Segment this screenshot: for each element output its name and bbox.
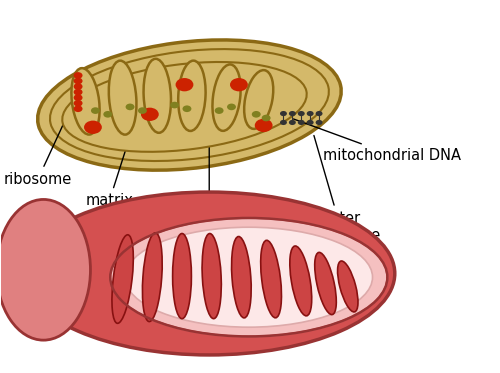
Ellipse shape [142, 233, 162, 322]
Circle shape [316, 120, 322, 125]
Circle shape [262, 115, 270, 121]
Ellipse shape [125, 227, 372, 327]
Ellipse shape [178, 61, 206, 131]
Circle shape [74, 78, 82, 84]
Text: inner
membrane: inner membrane [169, 143, 250, 243]
Circle shape [289, 111, 296, 116]
Ellipse shape [110, 218, 388, 336]
Circle shape [298, 111, 304, 116]
Ellipse shape [202, 233, 222, 319]
Circle shape [74, 83, 82, 90]
Ellipse shape [24, 192, 395, 355]
Circle shape [176, 78, 194, 91]
Circle shape [74, 94, 82, 101]
Ellipse shape [50, 49, 329, 161]
Circle shape [141, 108, 159, 121]
Ellipse shape [260, 240, 281, 318]
Circle shape [252, 111, 260, 117]
Circle shape [104, 111, 112, 117]
Circle shape [74, 89, 82, 95]
Circle shape [227, 104, 236, 110]
Ellipse shape [144, 59, 171, 133]
Circle shape [74, 100, 82, 107]
Ellipse shape [244, 70, 274, 129]
Circle shape [182, 106, 192, 112]
Ellipse shape [38, 40, 341, 170]
Text: outer
membrane: outer membrane [300, 135, 380, 243]
Circle shape [91, 107, 100, 114]
Ellipse shape [232, 236, 251, 318]
Circle shape [74, 106, 82, 112]
Circle shape [255, 119, 272, 132]
Ellipse shape [0, 200, 90, 340]
Ellipse shape [112, 235, 134, 323]
Circle shape [280, 111, 287, 116]
Circle shape [289, 120, 296, 125]
Circle shape [298, 120, 304, 125]
Ellipse shape [172, 233, 192, 319]
Circle shape [214, 107, 224, 114]
Circle shape [138, 107, 147, 114]
Circle shape [126, 104, 134, 110]
Circle shape [84, 120, 102, 134]
Ellipse shape [338, 261, 358, 312]
Ellipse shape [72, 68, 100, 135]
Circle shape [230, 78, 248, 91]
Ellipse shape [212, 65, 240, 131]
Circle shape [170, 102, 179, 109]
Circle shape [74, 72, 82, 79]
Ellipse shape [314, 253, 336, 314]
Circle shape [306, 120, 314, 125]
Circle shape [306, 111, 314, 116]
Ellipse shape [290, 246, 312, 316]
Text: matrix: matrix [86, 108, 139, 208]
Ellipse shape [109, 61, 136, 135]
Ellipse shape [62, 62, 306, 152]
Circle shape [280, 120, 287, 125]
Text: mitochondrial DNA: mitochondrial DNA [294, 119, 461, 163]
Circle shape [316, 111, 322, 116]
Text: ribosome: ribosome [4, 95, 77, 186]
